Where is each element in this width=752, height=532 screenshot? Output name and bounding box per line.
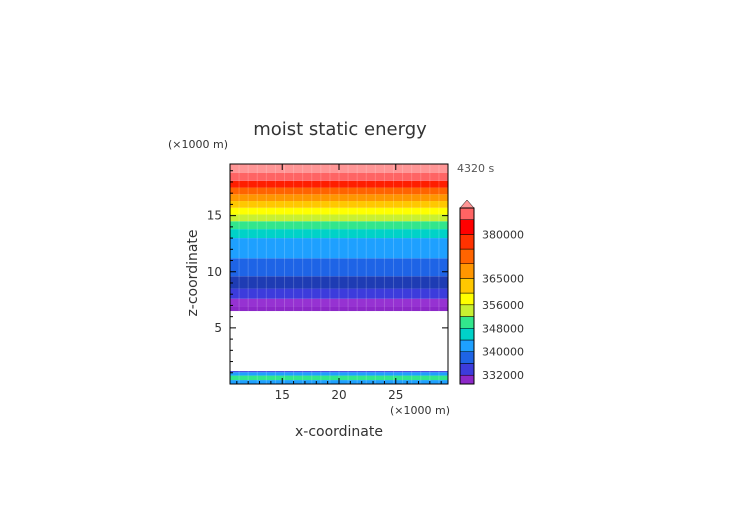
contour-band <box>230 207 448 215</box>
x-tick-label: 25 <box>388 388 403 402</box>
contour-band <box>230 214 448 222</box>
colorbar-segment <box>459 374 475 385</box>
colorbar-segment <box>459 304 475 317</box>
colorbar-segment <box>459 248 475 264</box>
colorbar: 380000 365000 356000 348000 340000 332000 <box>459 199 524 385</box>
colorbar-tick-label: 365000 <box>482 272 524 285</box>
contour-band <box>230 306 448 312</box>
boundary-layer-band <box>230 375 448 381</box>
contour-band <box>230 201 448 208</box>
contour-band <box>230 187 448 195</box>
boundary-layer-band <box>230 372 448 376</box>
colorbar-tick-label: 348000 <box>482 322 524 335</box>
y-axis-label: z-coordinate <box>185 229 201 316</box>
x-tick-label: 15 <box>275 388 290 402</box>
contour-band <box>230 194 448 202</box>
colorbar-extension <box>459 199 475 209</box>
y-axis: 5 10 15 <box>207 170 448 374</box>
y-axis-unit: (×1000 m) <box>168 138 228 151</box>
colorbar-segment <box>459 316 475 329</box>
colorbar-tick-label: 380000 <box>482 228 524 241</box>
x-axis-label: x-coordinate <box>295 424 383 440</box>
contour-band <box>230 221 448 230</box>
contour-band <box>230 276 448 289</box>
plot-area <box>229 164 449 384</box>
colorbar-frame <box>459 207 475 385</box>
colorbar-segment <box>459 292 475 306</box>
colorbar-segment <box>459 363 475 376</box>
colorbar-tick-label: 332000 <box>482 369 524 382</box>
contour-band <box>230 238 448 259</box>
y-tick-label: 15 <box>207 209 222 223</box>
x-axis-unit: (×1000 m) <box>390 404 450 417</box>
y-tick-label: 10 <box>207 265 222 279</box>
colorbar-segment <box>459 219 475 235</box>
colorbar-segment <box>459 263 475 279</box>
chart-title: moist static energy <box>253 119 427 140</box>
contour-band <box>230 180 448 188</box>
colorbar-segment <box>459 328 475 341</box>
colorbar-tick-label: 340000 <box>482 346 524 359</box>
colorbar-segment <box>459 207 475 220</box>
x-axis: 15 20 25 <box>236 164 442 402</box>
contour-band <box>230 172 448 181</box>
contour-band <box>230 298 448 307</box>
colorbar-segment <box>459 339 475 352</box>
boundary-layer-band <box>230 371 448 373</box>
contour-band <box>230 229 448 239</box>
x-tick-label: 20 <box>331 388 346 402</box>
contour-band <box>230 288 448 299</box>
y-tick-label: 5 <box>214 321 222 335</box>
colorbar-segment <box>459 351 475 364</box>
colorbar-tick-label: 356000 <box>482 299 524 312</box>
contour-band <box>230 258 448 277</box>
time-label: 4320 s <box>457 162 494 175</box>
colorbar-segment <box>459 278 475 294</box>
colorbar-segment <box>459 234 475 250</box>
